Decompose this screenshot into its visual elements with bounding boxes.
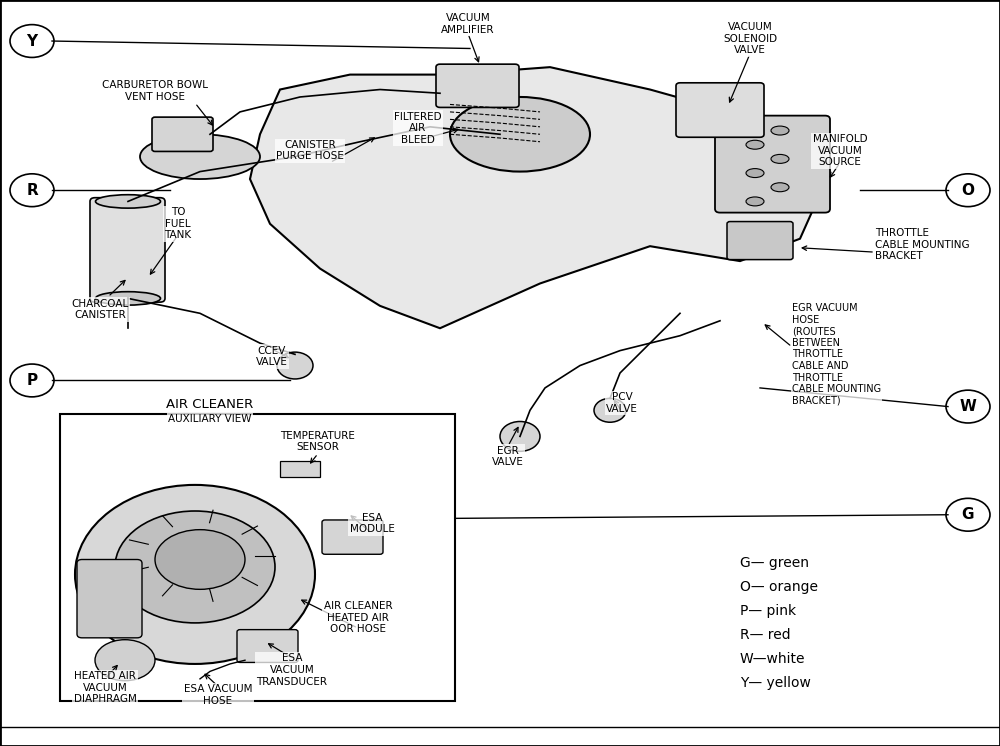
Ellipse shape <box>96 195 160 208</box>
Text: O— orange: O— orange <box>740 580 818 594</box>
Text: AIR CLEANER
HEATED AIR
OOR HOSE: AIR CLEANER HEATED AIR OOR HOSE <box>324 601 392 634</box>
Text: THROTTLE
CABLE MOUNTING
BRACKET: THROTTLE CABLE MOUNTING BRACKET <box>875 228 970 261</box>
Text: VACUUM
SOLENOID
VALVE: VACUUM SOLENOID VALVE <box>723 22 777 55</box>
FancyBboxPatch shape <box>436 64 519 107</box>
FancyBboxPatch shape <box>322 520 383 554</box>
Ellipse shape <box>746 169 764 178</box>
Text: R— red: R— red <box>740 628 791 642</box>
Ellipse shape <box>140 134 260 179</box>
Ellipse shape <box>115 511 275 623</box>
Ellipse shape <box>450 97 590 172</box>
Text: W—white: W—white <box>740 652 806 665</box>
Text: FILTERED
AIR
BLEED: FILTERED AIR BLEED <box>394 112 442 145</box>
Ellipse shape <box>95 639 155 680</box>
Ellipse shape <box>96 292 160 305</box>
Text: Y: Y <box>26 34 38 48</box>
Text: HEATED AIR
VACUUM
DIAPHRAGM: HEATED AIR VACUUM DIAPHRAGM <box>74 671 136 704</box>
Text: TO
FUEL
TANK: TO FUEL TANK <box>164 207 192 240</box>
Text: ESA
VACUUM
TRANSDUCER: ESA VACUUM TRANSDUCER <box>256 653 328 686</box>
FancyBboxPatch shape <box>676 83 764 137</box>
FancyBboxPatch shape <box>727 222 793 260</box>
Text: P: P <box>26 373 38 388</box>
FancyBboxPatch shape <box>90 198 165 302</box>
Text: P— pink: P— pink <box>740 604 796 618</box>
FancyBboxPatch shape <box>77 560 142 638</box>
Ellipse shape <box>771 183 789 192</box>
Ellipse shape <box>155 530 245 589</box>
Text: G: G <box>962 507 974 522</box>
Bar <box>280 461 320 477</box>
Ellipse shape <box>771 126 789 135</box>
Text: EGR VACUUM
HOSE
(ROUTES
BETWEEN
THROTTLE
CABLE AND
THROTTLE
CABLE MOUNTING
BRACK: EGR VACUUM HOSE (ROUTES BETWEEN THROTTLE… <box>792 303 881 406</box>
Circle shape <box>500 421 540 451</box>
Text: VACUUM
AMPLIFIER: VACUUM AMPLIFIER <box>441 13 495 34</box>
Text: CARBURETOR BOWL
VENT HOSE: CARBURETOR BOWL VENT HOSE <box>102 81 208 101</box>
Text: O: O <box>962 183 974 198</box>
Polygon shape <box>250 67 820 328</box>
Ellipse shape <box>746 197 764 206</box>
Text: G— green: G— green <box>740 557 809 570</box>
Ellipse shape <box>746 140 764 149</box>
Text: W: W <box>960 399 976 414</box>
Circle shape <box>277 352 313 379</box>
Ellipse shape <box>75 485 315 664</box>
Text: AUXILIARY VIEW: AUXILIARY VIEW <box>168 414 252 424</box>
Text: R: R <box>26 183 38 198</box>
FancyBboxPatch shape <box>152 117 213 151</box>
Bar <box>60 414 455 701</box>
FancyBboxPatch shape <box>237 630 298 662</box>
Text: ESA
MODULE: ESA MODULE <box>350 513 394 534</box>
Text: CANISTER
PURGE HOSE: CANISTER PURGE HOSE <box>276 140 344 161</box>
FancyBboxPatch shape <box>715 116 830 213</box>
Text: PCV
VALVE: PCV VALVE <box>606 392 638 413</box>
Text: CCEV
VALVE: CCEV VALVE <box>256 346 288 367</box>
Circle shape <box>594 398 626 422</box>
Ellipse shape <box>771 154 789 163</box>
Text: TEMPERATURE
SENSOR: TEMPERATURE SENSOR <box>281 431 355 452</box>
Text: MANIFOLD
VACUUM
SOURCE: MANIFOLD VACUUM SOURCE <box>813 134 867 167</box>
Text: CHARCOAL
CANISTER: CHARCOAL CANISTER <box>71 299 129 320</box>
Text: Y— yellow: Y— yellow <box>740 676 811 689</box>
Text: EGR
VALVE: EGR VALVE <box>492 446 524 467</box>
Text: ESA VACUUM
HOSE: ESA VACUUM HOSE <box>184 685 252 706</box>
Text: AIR CLEANER: AIR CLEANER <box>166 398 254 411</box>
